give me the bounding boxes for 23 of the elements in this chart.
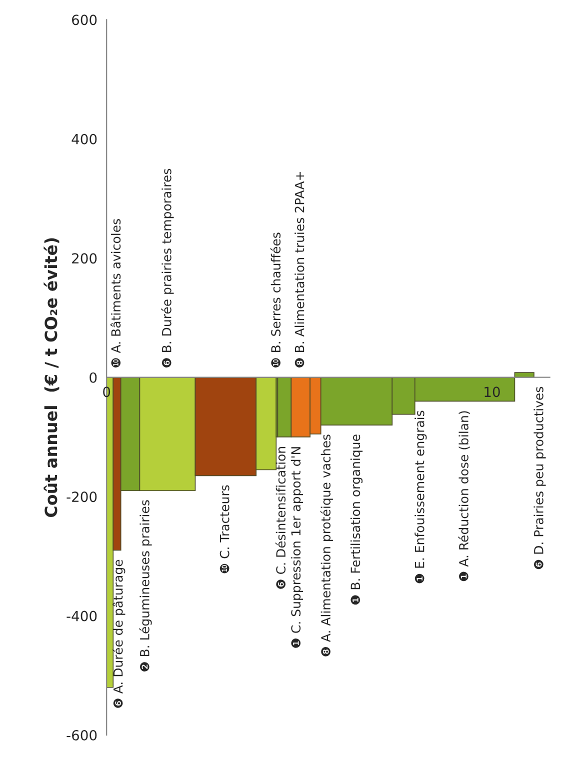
annotation: ❷ B. Légumineuses prairies [139, 500, 152, 672]
annotation: ❻ A. Durée de pâturage [112, 560, 126, 708]
y-tick-label: 600 [72, 14, 97, 26]
y-tick-label: -400 [66, 610, 97, 622]
annotation: ❽ A. Alimentation protéique vaches [320, 434, 333, 656]
annotation: ❻ D. Prairies peu productives [534, 386, 546, 570]
y-tick-label: 200 [72, 253, 97, 264]
annotation: ❽ B. Alimentation truies 2PAA+ [294, 172, 304, 368]
y-tick-label: 400 [72, 134, 97, 144]
y-tick-label: 0 [90, 372, 97, 383]
y-tick-label: -200 [66, 492, 97, 502]
annotation: ❶ C. Suppression 1er apport d'N [290, 447, 304, 648]
y-axis-title: Coût annuel (€ / t CO₂e évité) [44, 238, 60, 518]
annotation: ❶ B. Fertilisation organique [350, 434, 363, 605]
annotation: ❿ C. Tracteurs [220, 485, 230, 574]
annotation: ❿ B. Serres chauffées [270, 232, 281, 368]
y-tick-label: -600 [66, 730, 97, 741]
annotation: ❻ B. Durée prairies temporaires [161, 168, 174, 368]
annotation: ❶ A. Réduction dose (bilan) [458, 411, 470, 582]
annotation: ❻ C. Désintensification [275, 446, 286, 589]
annotation: ❿ A. Bâtiments avicoles [110, 219, 121, 368]
x-tick-label: 10 [484, 386, 500, 398]
annotation: ❶ E. Enfouissement engrais [414, 410, 427, 584]
